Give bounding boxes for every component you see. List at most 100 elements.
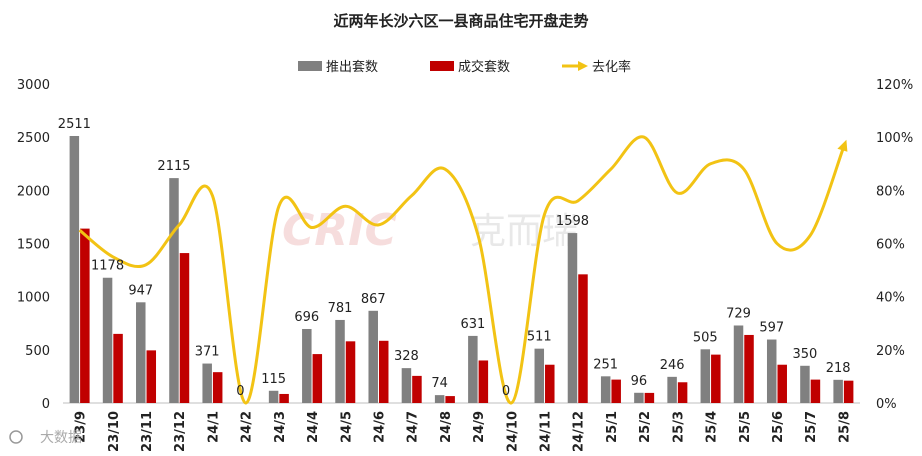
legend-label-sales: 成交套数 [458, 59, 510, 75]
data-label-supply: 1598 [556, 214, 589, 229]
legend-swatch-supply [298, 61, 322, 71]
x-axis-tick: 24/9 [472, 411, 487, 443]
x-axis-tick: 24/12 [572, 411, 587, 452]
bar-sales [378, 340, 389, 403]
legend-swatch-absorption [562, 61, 588, 71]
axes: 0 500 1000 1500 2000 2500 3000 0% 20% 40% 60% 80% 10… [17, 78, 913, 452]
x-axis-tick: 25/6 [771, 411, 786, 443]
x-axis-tick: 24/8 [439, 411, 454, 443]
left-axis-tick: 2000 [17, 184, 50, 199]
watermark: CRIC 克而瑞 [282, 205, 578, 256]
bar-supply [534, 348, 545, 403]
left-axis-tick: 3000 [17, 78, 50, 93]
data-label-supply: 96 [631, 374, 648, 389]
x-axis-tick: 24/3 [273, 411, 288, 443]
bar-supply [567, 233, 578, 403]
bar-supply [169, 178, 179, 403]
left-axis-tick: 0 [42, 397, 50, 412]
footer-logo: 大数据 [9, 430, 82, 446]
data-label-supply: 511 [527, 330, 552, 345]
data-label-supply: 2115 [157, 159, 190, 174]
data-label-supply: 218 [826, 361, 851, 376]
data-label-supply: 947 [128, 283, 153, 298]
data-labels: 2511 1178 947 2115 371 0 115 696 781 867 328 74 631 0… [58, 117, 851, 399]
data-label-supply: 505 [693, 330, 718, 345]
x-axis-tick: 25/3 [671, 411, 686, 443]
bar-supply [700, 349, 711, 403]
data-label-supply: 597 [759, 321, 784, 336]
x-axis-tick: 25/8 [837, 411, 852, 443]
bar-supply [600, 376, 611, 403]
data-label-supply: 0 [236, 384, 244, 399]
bar-sales [644, 392, 655, 403]
right-axis-tick: 80% [876, 184, 905, 199]
bar-supply [833, 379, 843, 403]
data-label-supply: 631 [460, 317, 485, 332]
bar-sales [179, 253, 190, 403]
bar-supply [401, 368, 412, 403]
weibo-icon [9, 430, 23, 444]
left-axis-tick: 2500 [17, 131, 50, 146]
bar-sales [412, 375, 422, 403]
bar-supply [800, 365, 810, 403]
data-label-supply: 0 [502, 384, 510, 399]
x-axis-tick: 24/2 [240, 411, 255, 443]
bar-supply [69, 135, 80, 403]
bar-sales [843, 380, 854, 403]
bar-sales [744, 334, 754, 403]
bar-sales [279, 393, 289, 403]
bar-sales [777, 364, 787, 403]
legend: 推出套数 成交套数 去化率 [298, 59, 631, 75]
bar-supply [335, 319, 345, 403]
bar-sales [611, 379, 621, 403]
data-label-supply: 74 [431, 376, 448, 391]
bar-sales [80, 228, 90, 403]
legend-label-supply: 推出套数 [326, 59, 378, 75]
x-axis-tick: 24/7 [406, 411, 421, 443]
right-axis-tick: 40% [876, 291, 905, 306]
bar-supply [136, 302, 146, 403]
bar-sales [810, 379, 821, 403]
right-axis-tick: 0% [876, 397, 897, 412]
footer-logo-text: 大数据 [40, 430, 82, 446]
data-label-supply: 781 [328, 301, 353, 316]
data-label-supply: 867 [361, 292, 386, 307]
data-label-supply: 251 [593, 357, 618, 372]
x-axis-tick: 24/5 [339, 411, 354, 443]
watermark-brand-cn: 克而瑞 [470, 211, 578, 252]
left-axis-tick: 500 [25, 344, 50, 359]
absorption-line-path [78, 135, 845, 405]
x-axis-tick: 25/2 [638, 411, 653, 443]
bar-supply [766, 339, 777, 403]
bar-supply [202, 363, 212, 403]
bar-sales [312, 354, 323, 403]
bar-supply [733, 325, 744, 403]
absorption-line-arrow [837, 139, 848, 152]
bar-supply [667, 376, 677, 403]
bar-sales [113, 333, 123, 403]
data-label-supply: 2511 [58, 117, 91, 132]
right-axis-tick: 60% [876, 238, 905, 253]
bar-supply [102, 277, 113, 403]
data-label-supply: 246 [660, 358, 685, 373]
x-axis-tick: 23/11 [140, 411, 155, 452]
x-axis-tick: 24/4 [306, 411, 321, 443]
bars [69, 135, 854, 403]
x-axis-tick: 23/10 [107, 411, 122, 452]
data-label-supply: 371 [195, 345, 220, 360]
x-axis-tick: 24/10 [505, 411, 520, 452]
bar-sales [212, 372, 223, 403]
bar-supply [302, 328, 312, 403]
bar-sales [445, 396, 455, 403]
right-axis-tick: 100% [876, 131, 913, 146]
x-axis-tick: 24/11 [539, 411, 554, 452]
data-label-supply: 1178 [91, 259, 124, 274]
data-label-supply: 328 [394, 349, 419, 364]
x-axis-tick: 25/5 [738, 411, 753, 443]
x-axis-tick: 25/7 [804, 411, 819, 443]
chart-title: 近两年长沙六区一县商品住宅开盘走势 [333, 12, 588, 30]
bar-sales [578, 274, 588, 403]
data-label-supply: 350 [793, 347, 818, 362]
right-axis-tick: 120% [876, 78, 913, 93]
x-axis-tick: 25/4 [705, 411, 720, 443]
